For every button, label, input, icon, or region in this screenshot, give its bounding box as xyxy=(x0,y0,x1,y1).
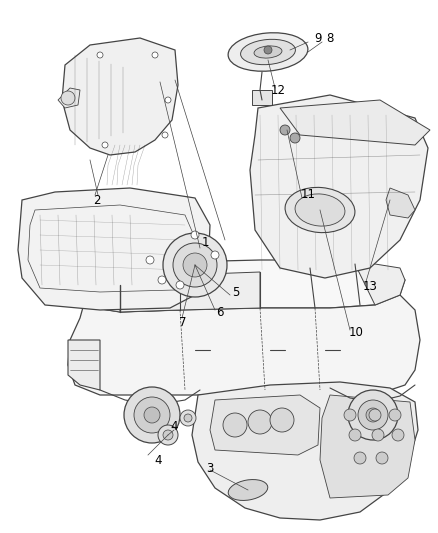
Text: 10: 10 xyxy=(349,327,364,340)
Polygon shape xyxy=(320,395,415,498)
Polygon shape xyxy=(355,264,405,305)
Polygon shape xyxy=(210,395,320,455)
Circle shape xyxy=(348,390,398,440)
Ellipse shape xyxy=(295,194,345,226)
Text: 7: 7 xyxy=(179,316,187,328)
Ellipse shape xyxy=(228,480,268,500)
Polygon shape xyxy=(85,260,405,312)
Circle shape xyxy=(184,414,192,422)
Circle shape xyxy=(211,251,219,259)
Polygon shape xyxy=(192,382,418,520)
Circle shape xyxy=(191,231,199,239)
Circle shape xyxy=(354,452,366,464)
Circle shape xyxy=(270,408,294,432)
Circle shape xyxy=(152,52,158,58)
Text: 12: 12 xyxy=(271,84,286,96)
Circle shape xyxy=(162,132,168,138)
Circle shape xyxy=(163,430,173,440)
Polygon shape xyxy=(95,292,108,300)
Circle shape xyxy=(376,452,388,464)
Text: 13: 13 xyxy=(363,280,378,294)
Circle shape xyxy=(358,400,388,430)
Ellipse shape xyxy=(228,33,308,71)
Text: 4: 4 xyxy=(170,421,178,433)
Circle shape xyxy=(173,243,217,287)
Circle shape xyxy=(290,133,300,143)
Ellipse shape xyxy=(254,46,282,58)
Circle shape xyxy=(165,97,171,103)
Text: 3: 3 xyxy=(206,462,214,474)
Polygon shape xyxy=(120,272,260,312)
Polygon shape xyxy=(68,340,100,390)
Circle shape xyxy=(97,52,103,58)
Circle shape xyxy=(183,253,207,277)
Circle shape xyxy=(163,233,227,297)
Text: 2: 2 xyxy=(93,193,101,206)
Circle shape xyxy=(158,276,166,284)
Text: 6: 6 xyxy=(216,305,224,319)
Text: 4: 4 xyxy=(154,454,162,466)
Ellipse shape xyxy=(285,188,355,232)
Circle shape xyxy=(61,91,75,105)
Circle shape xyxy=(389,409,401,421)
Circle shape xyxy=(372,429,384,441)
Circle shape xyxy=(349,429,361,441)
Polygon shape xyxy=(18,188,210,310)
Circle shape xyxy=(144,407,160,423)
Polygon shape xyxy=(68,295,420,395)
Polygon shape xyxy=(252,90,272,105)
Circle shape xyxy=(180,410,196,426)
Polygon shape xyxy=(386,188,415,218)
Circle shape xyxy=(366,408,380,422)
Polygon shape xyxy=(58,88,80,108)
Polygon shape xyxy=(62,38,178,155)
Polygon shape xyxy=(85,275,180,312)
Ellipse shape xyxy=(240,39,295,64)
Text: 5: 5 xyxy=(232,286,240,298)
Text: 11: 11 xyxy=(300,189,315,201)
Text: 8: 8 xyxy=(326,31,334,44)
Text: 9: 9 xyxy=(314,31,322,44)
Polygon shape xyxy=(250,95,428,278)
Circle shape xyxy=(248,410,272,434)
Circle shape xyxy=(134,397,170,433)
Circle shape xyxy=(392,429,404,441)
Text: 1: 1 xyxy=(201,237,209,249)
Circle shape xyxy=(223,413,247,437)
Circle shape xyxy=(146,256,154,264)
Circle shape xyxy=(176,281,184,289)
Circle shape xyxy=(124,387,180,443)
Circle shape xyxy=(102,142,108,148)
Circle shape xyxy=(344,409,356,421)
Circle shape xyxy=(158,425,178,445)
Circle shape xyxy=(369,409,381,421)
Circle shape xyxy=(280,125,290,135)
Circle shape xyxy=(264,46,272,54)
Polygon shape xyxy=(280,100,430,145)
